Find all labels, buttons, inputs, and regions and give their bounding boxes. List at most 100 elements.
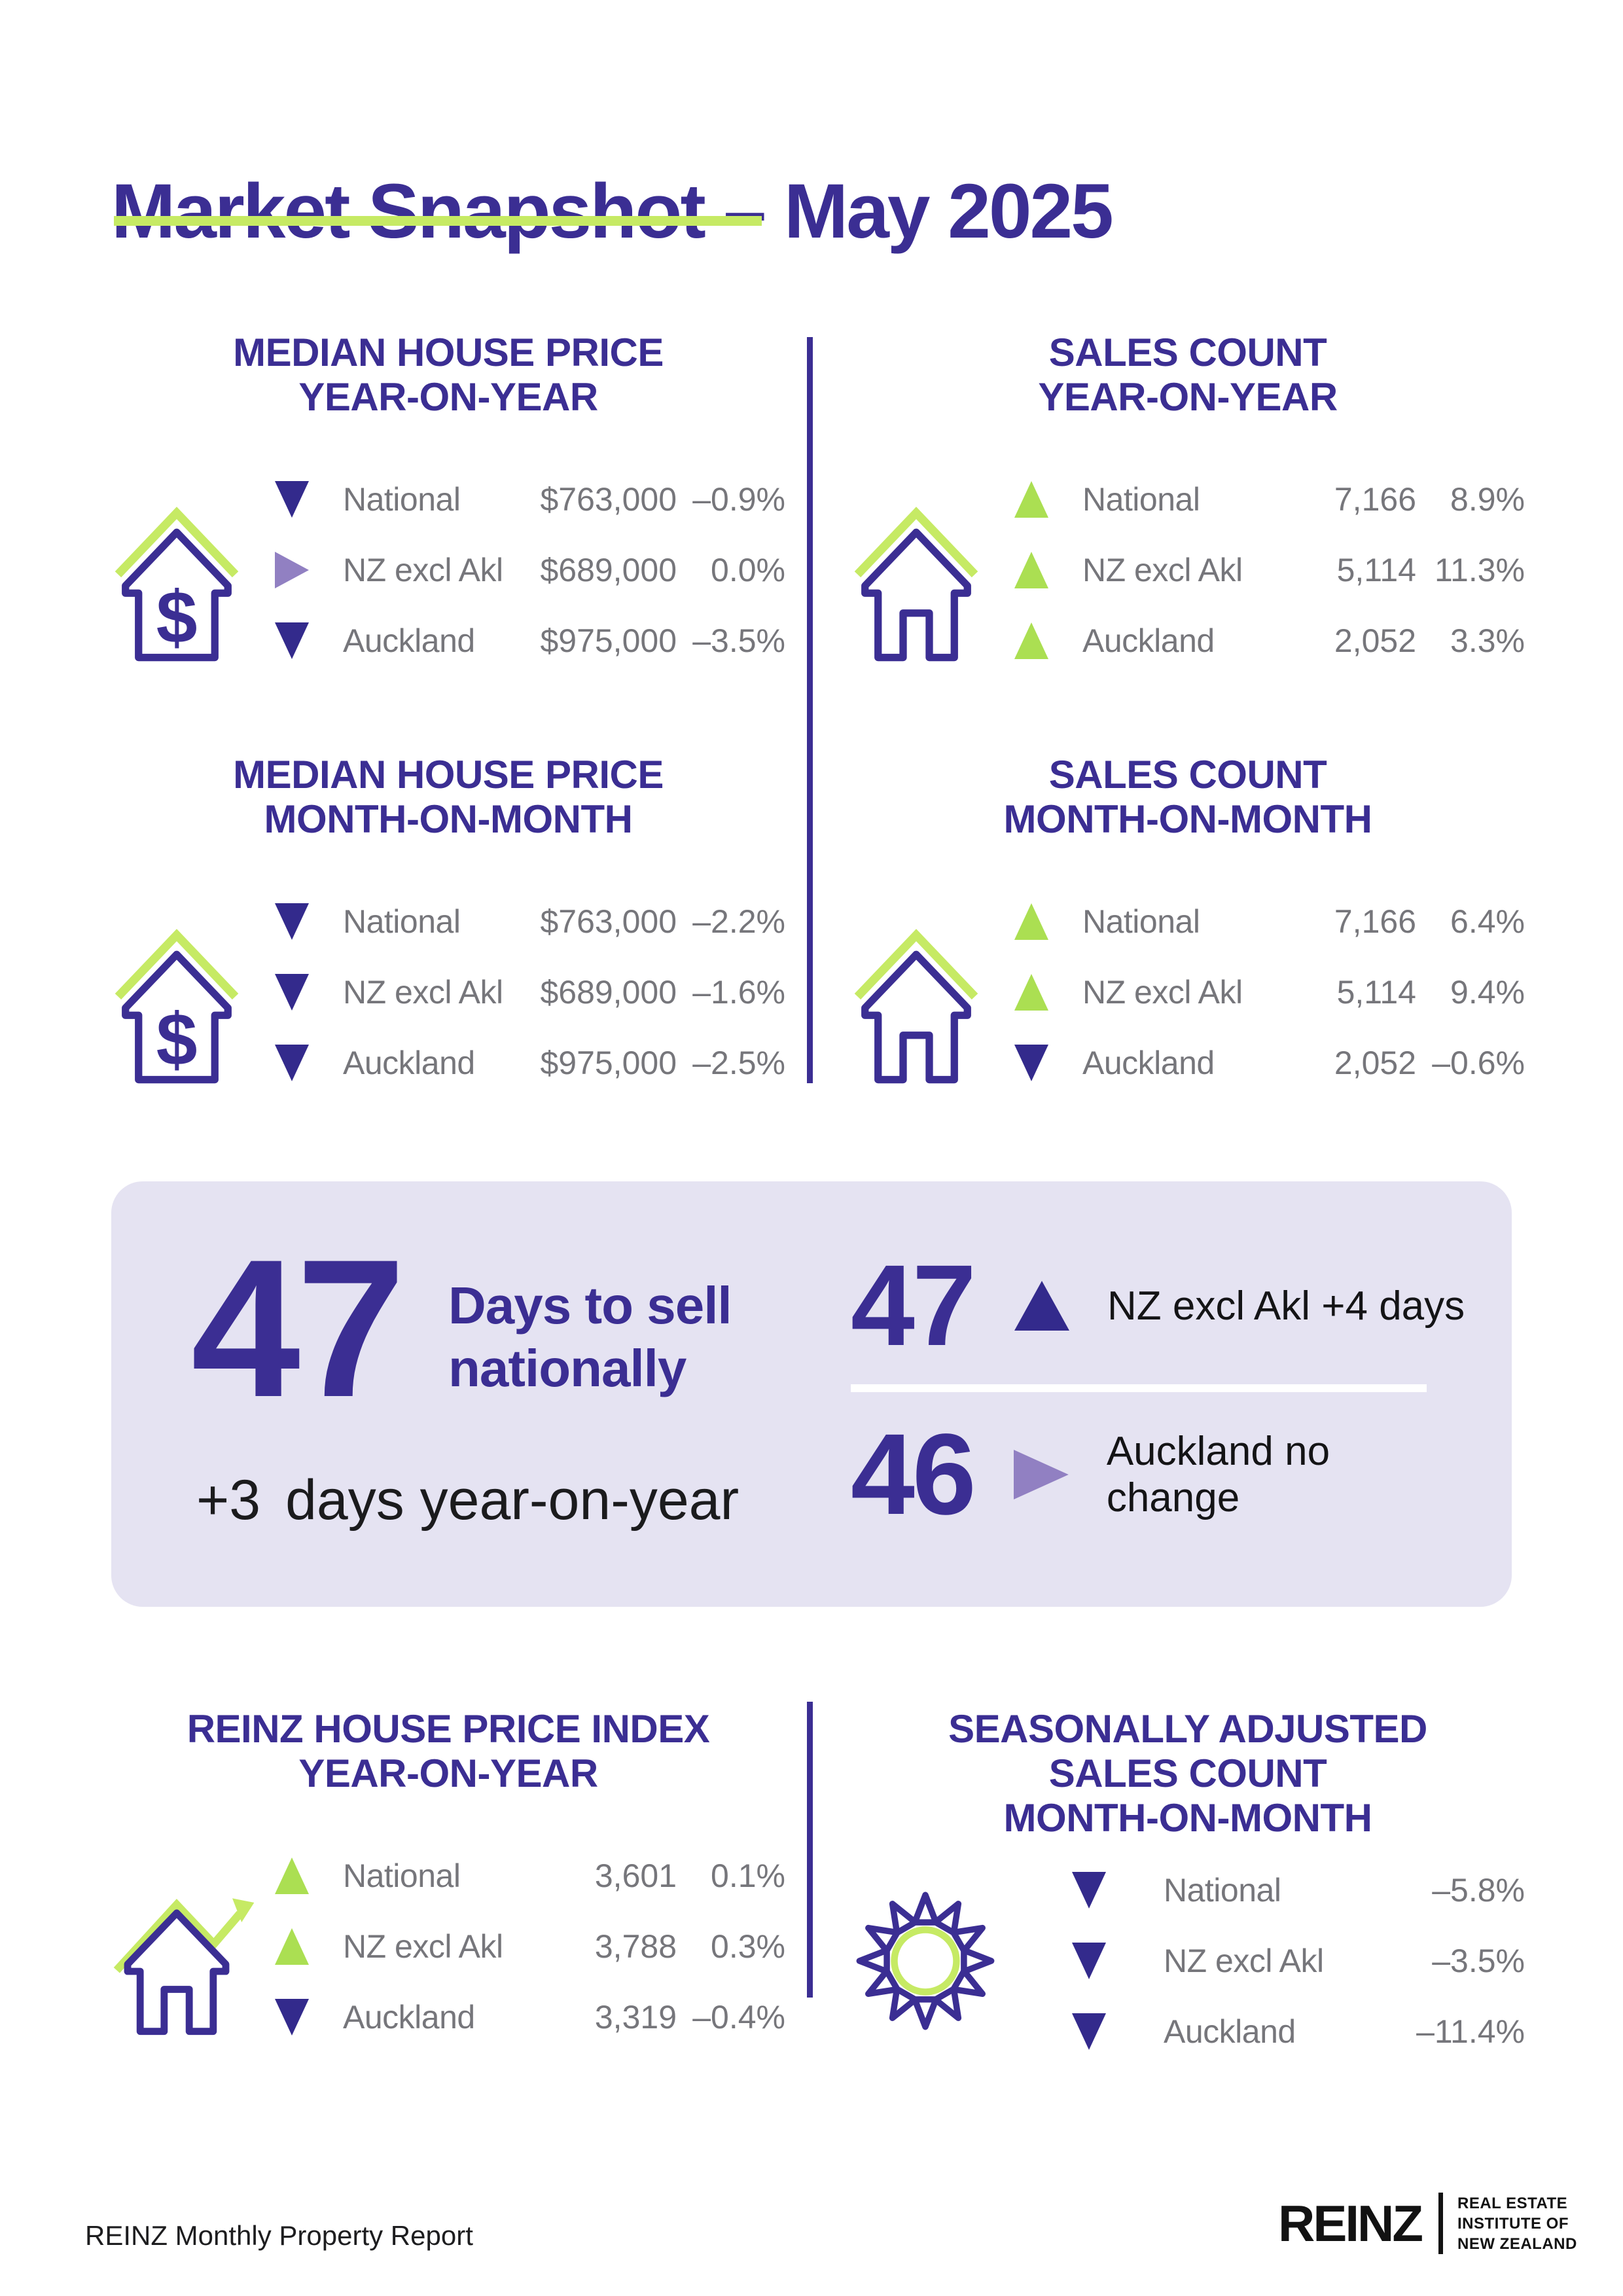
stat-row: National 7,166 8.9%	[1014, 464, 1525, 535]
triangle-up-icon	[1014, 974, 1048, 1011]
house-icon	[854, 928, 978, 1083]
stat-percent: –0.6%	[1432, 1045, 1525, 1081]
house-price-index-yoy-section: REINZ HOUSE PRICE INDEX YEAR-ON-YEAR Nat…	[111, 1707, 785, 2053]
seasonally-adjusted-sales-section: SEASONALLY ADJUSTED SALES COUNT MONTH-ON…	[851, 1707, 1525, 2067]
stat-row: Auckland 2,052 –0.6%	[1014, 1028, 1525, 1098]
stat-value: 5,114	[1336, 974, 1416, 1011]
stat-value: $763,000	[540, 903, 677, 940]
stat-percent: 6.4%	[1450, 903, 1525, 940]
stat-percent: –3.5%	[692, 622, 785, 659]
stat-percent: –3.5%	[1432, 1943, 1525, 1979]
stat-value: 2,052	[1334, 622, 1416, 659]
region-label: National	[1082, 481, 1200, 518]
stat-percent: –0.4%	[692, 1999, 785, 2036]
triangle-up-icon	[1014, 903, 1048, 940]
stat-value: $689,000	[540, 974, 677, 1011]
comparison-label: NZ excl Akl +4 days	[1107, 1283, 1465, 1329]
stat-percent: –0.9%	[692, 481, 785, 518]
days-to-sell-banner: 47 Days to sell nationally +3 days year-…	[111, 1181, 1512, 1607]
sales-count-mom-section: SALES COUNT MONTH-ON-MONTH National 7,16…	[851, 753, 1525, 1098]
stat-value: $689,000	[540, 552, 677, 588]
region-label: NZ excl Akl	[343, 974, 503, 1011]
stat-percent: 0.3%	[711, 1928, 785, 1965]
logo-divider	[1438, 2193, 1443, 2254]
triangle-up-icon	[1014, 1281, 1069, 1331]
triangle-down-icon	[275, 1045, 309, 1081]
region-label: Auckland	[1164, 2013, 1296, 2050]
triangle-down-icon	[1072, 2013, 1106, 2050]
triangle-down-icon	[275, 481, 309, 518]
days-value: 46	[851, 1410, 976, 1539]
stat-percent: 8.9%	[1450, 481, 1525, 518]
stat-value: 3,788	[594, 1928, 677, 1965]
median-house-price-mom-section: MEDIAN HOUSE PRICE MONTH-ON-MONTH $ Nati…	[111, 753, 785, 1098]
stat-row: Auckland $975,000 –3.5%	[275, 605, 785, 676]
stat-value: $975,000	[540, 1045, 677, 1081]
stat-row: Auckland 2,052 3.3%	[1014, 605, 1525, 676]
stat-value: 5,114	[1336, 552, 1416, 588]
stat-percent: 0.1%	[711, 1857, 785, 1894]
stat-row: National $763,000 –0.9%	[275, 464, 785, 535]
region-label: National	[343, 903, 461, 940]
stat-row: NZ excl Akl –3.5%	[1014, 1926, 1525, 1996]
triangle-down-icon	[275, 903, 309, 940]
triangle-down-icon	[275, 974, 309, 1011]
section-title: MEDIAN HOUSE PRICE YEAR-ON-YEAR	[233, 331, 664, 419]
days-value: 47	[851, 1242, 976, 1370]
stat-row: NZ excl Akl 5,114 11.3%	[1014, 535, 1525, 605]
days-to-sell-comparisons: 47 NZ excl Akl +4 days 46 Auckland no ch…	[851, 1236, 1472, 1544]
title-underline	[114, 216, 762, 226]
stat-value: 3,319	[594, 1999, 677, 2036]
median-house-price-yoy-section: MEDIAN HOUSE PRICE YEAR-ON-YEAR $ Nation…	[111, 331, 785, 676]
stat-percent: –2.2%	[692, 903, 785, 940]
stat-row: National $763,000 –2.2%	[275, 886, 785, 957]
triangle-up-icon	[275, 1928, 309, 1965]
triangle-down-icon	[1072, 1872, 1106, 1909]
region-label: National	[343, 481, 461, 518]
stat-value: $975,000	[540, 622, 677, 659]
region-label: National	[1082, 903, 1200, 940]
triangle-down-icon	[275, 1999, 309, 2036]
region-label: Auckland	[1082, 1045, 1215, 1081]
comparison-divider	[851, 1384, 1427, 1392]
report-name: REINZ Monthly Property Report	[85, 2220, 473, 2251]
stat-row: National –5.8%	[1014, 1855, 1525, 1926]
stat-percent: 0.0%	[711, 552, 785, 588]
sun-icon	[856, 1892, 995, 2030]
stat-row: NZ excl Akl $689,000 0.0%	[275, 535, 785, 605]
sales-count-yoy-section: SALES COUNT YEAR-ON-YEAR National 7,166 …	[851, 331, 1525, 676]
stat-percent: –1.6%	[692, 974, 785, 1011]
stat-value: 3,601	[594, 1857, 677, 1894]
stat-percent: –5.8%	[1432, 1872, 1525, 1909]
stat-percent: –2.5%	[692, 1045, 785, 1081]
comparison-row: 47 NZ excl Akl +4 days	[851, 1236, 1472, 1375]
stat-row: Auckland –11.4%	[1014, 1996, 1525, 2067]
region-label: National	[343, 1857, 461, 1894]
triangle-up-icon	[1014, 552, 1048, 588]
column-divider	[807, 1702, 813, 1998]
region-label: National	[1164, 1872, 1281, 1909]
stat-value: $763,000	[540, 481, 677, 518]
region-label: Auckland	[343, 622, 475, 659]
stat-row: Auckland $975,000 –2.5%	[275, 1028, 785, 1098]
region-label: Auckland	[343, 1045, 475, 1081]
svg-text:$: $	[156, 997, 198, 1080]
triangle-up-icon	[1014, 481, 1048, 518]
stat-value: 7,166	[1334, 481, 1416, 518]
triangle-down-icon	[275, 622, 309, 659]
region-label: Auckland	[343, 1999, 475, 2036]
section-title: SALES COUNT YEAR-ON-YEAR	[1038, 331, 1338, 419]
stat-percent: 9.4%	[1450, 974, 1525, 1011]
svg-text:$: $	[156, 575, 198, 658]
region-label: NZ excl Akl	[1082, 974, 1243, 1011]
yoy-change-label: days year-on-year	[285, 1469, 740, 1532]
section-title: MEDIAN HOUSE PRICE MONTH-ON-MONTH	[233, 753, 664, 841]
stat-percent: 3.3%	[1450, 622, 1525, 659]
days-to-sell-headline: Days to sell nationally	[448, 1276, 732, 1397]
triangle-right-icon	[1013, 1450, 1069, 1499]
stat-percent: 11.3%	[1434, 552, 1525, 588]
stat-row: National 7,166 6.4%	[1014, 886, 1525, 957]
reinz-logo: REINZ REAL ESTATE INSTITUTE OF NEW ZEALA…	[1278, 2193, 1577, 2254]
triangle-down-icon	[1014, 1045, 1048, 1081]
triangle-down-icon	[1072, 1943, 1106, 1979]
